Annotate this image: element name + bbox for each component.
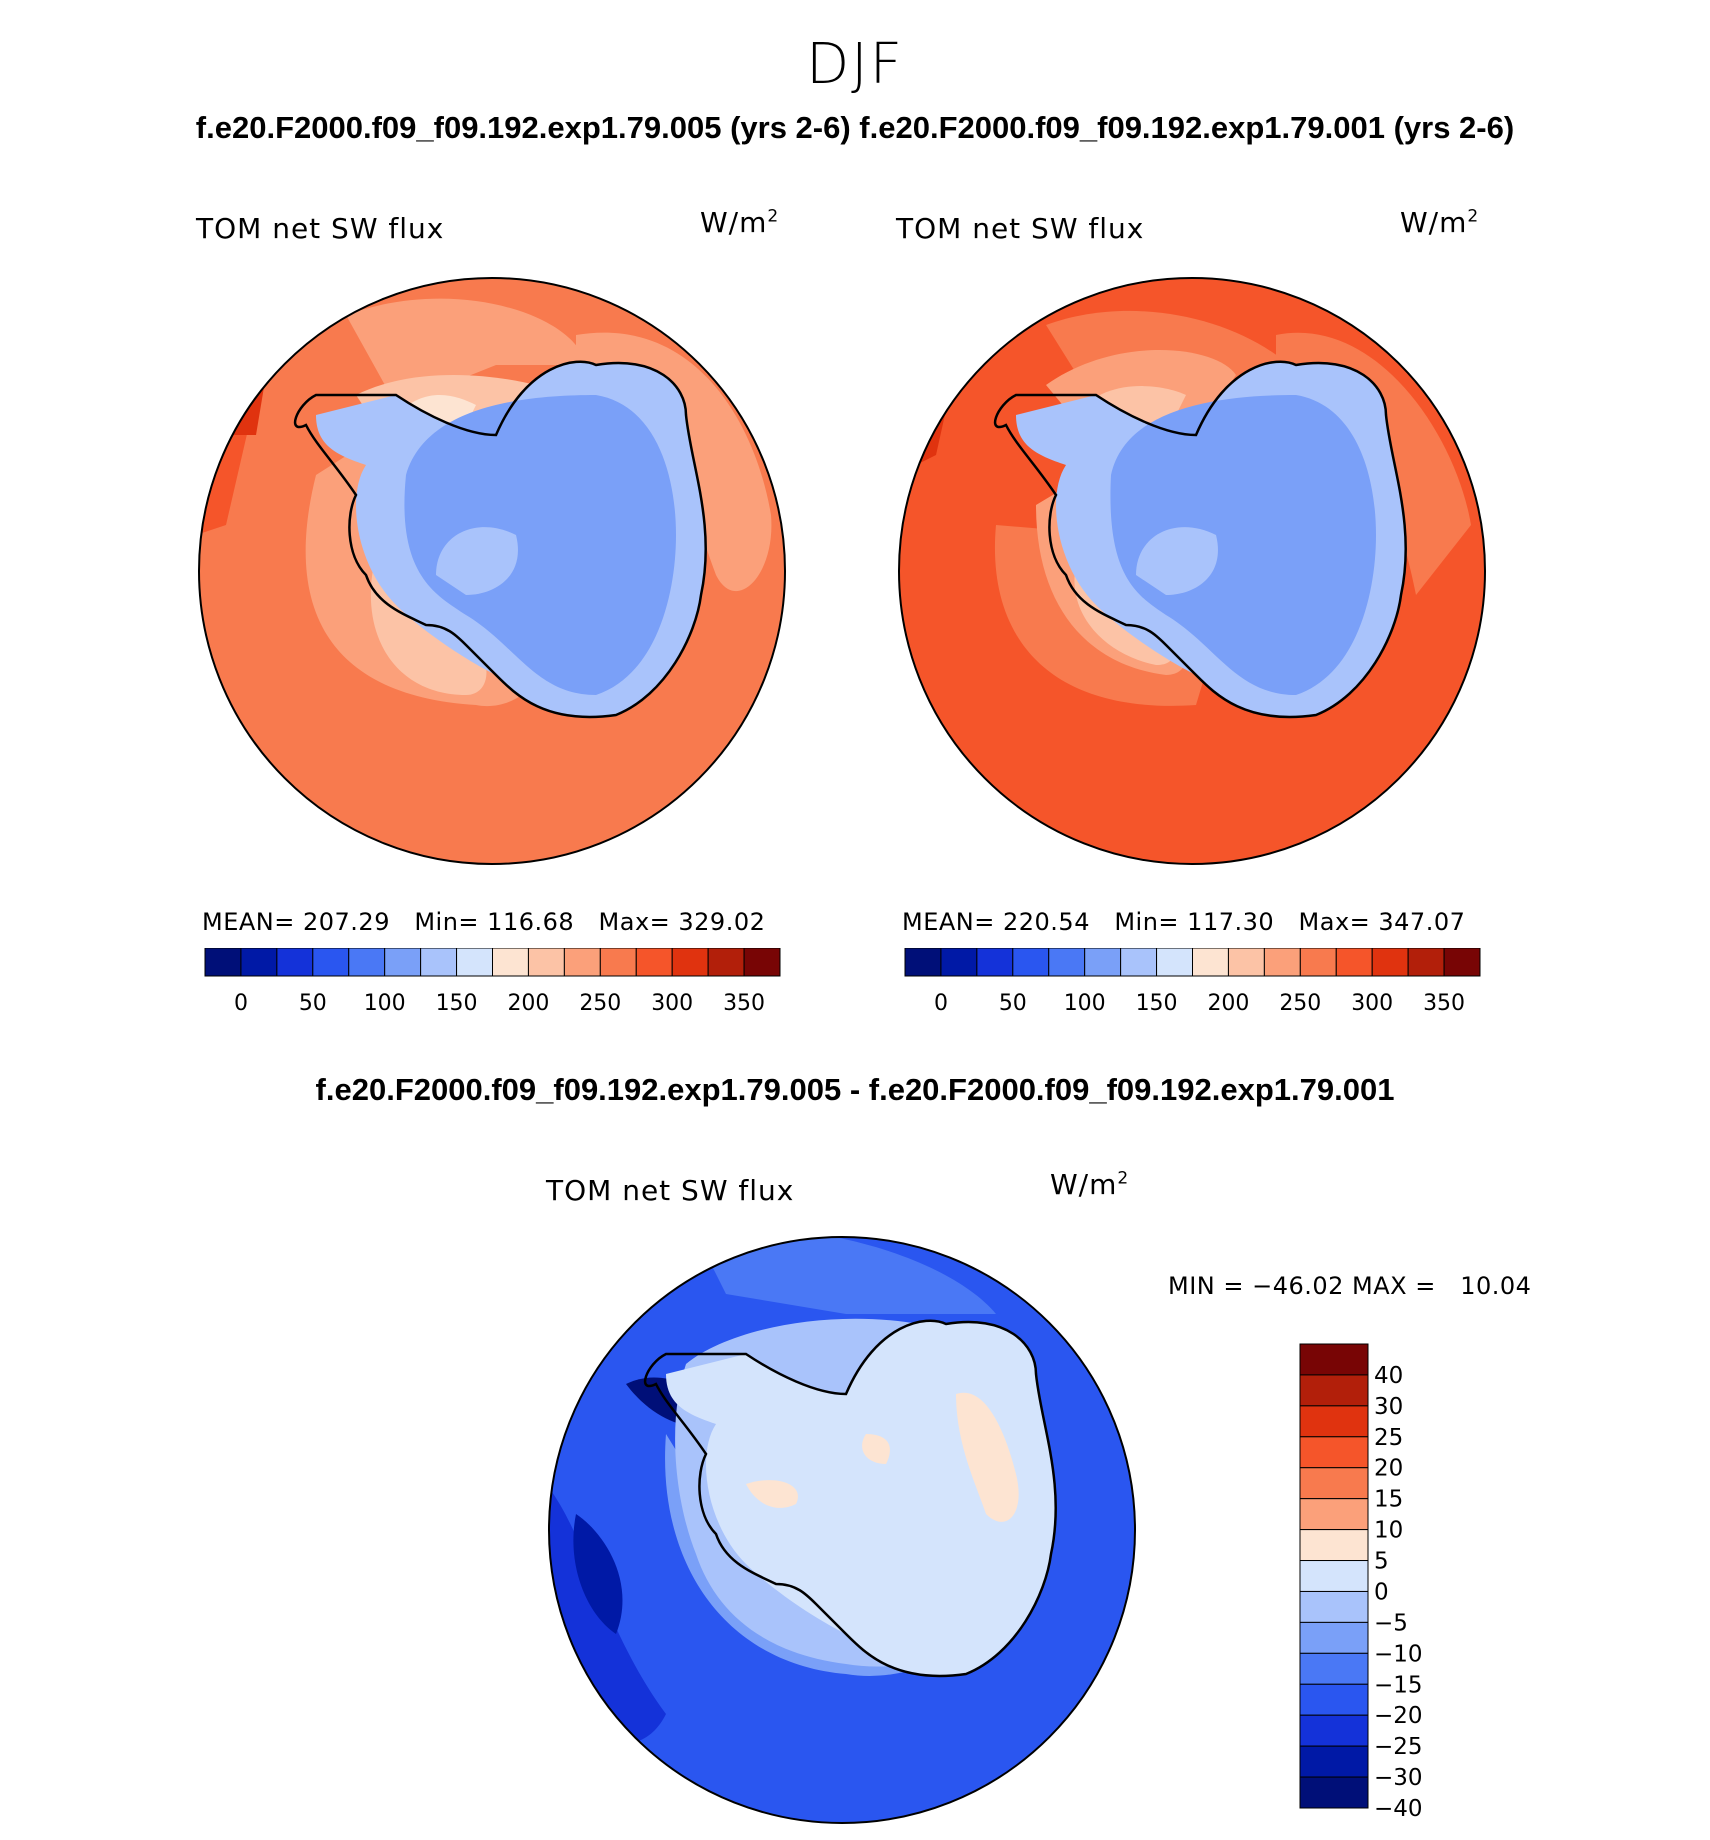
diff-colorbar-label: 0 (1374, 1579, 1389, 1605)
case1-colorbar-swatch (527, 948, 565, 977)
case1-colorbar-swatch (240, 948, 278, 977)
diff-title: f.e20.F2000.f09_f09.192.exp1.79.005 - f.… (315, 1072, 1395, 1107)
diff-colorbar: 40 30 25 20 15 10 5 0 −5 −10 −15 −20 −25 −30 −40 (1299, 1343, 1423, 1822)
case2-colorbar-label: 100 (1064, 991, 1106, 1016)
case2-colorbar-label: 300 (1351, 991, 1393, 1016)
case1-colorbar-label: 250 (579, 991, 621, 1016)
diff-units: W/m2 (1050, 1168, 1130, 1201)
diff-colorbar-label: −15 (1374, 1672, 1423, 1698)
case2-colorbar-swatch (1299, 948, 1337, 977)
case1-colorbar-label: 200 (507, 991, 549, 1016)
diff-colorbar-label: 30 (1374, 1394, 1403, 1420)
diff-colorbar-swatch (1299, 1374, 1369, 1407)
diff-colorbar-swatch (1299, 1436, 1369, 1469)
diff-colorbar-label: −10 (1374, 1641, 1423, 1667)
diff-colorbar-swatch (1299, 1621, 1369, 1654)
diff-colorbar-label: −5 (1374, 1610, 1408, 1636)
case2-colorbar: 0 50 100 150 200 250 300 350 (904, 948, 1481, 1016)
diff-colorbar-swatch (1299, 1498, 1369, 1531)
diff-colorbar-swatch (1299, 1652, 1369, 1685)
diff-colorbar-swatch (1299, 1714, 1369, 1747)
case2-colorbar-label: 250 (1279, 991, 1321, 1016)
case2-map (898, 277, 1486, 865)
case2-colorbar-label: 200 (1207, 991, 1249, 1016)
diff-colorbar-label: −30 (1374, 1765, 1423, 1791)
diff-colorbar-swatch (1299, 1683, 1369, 1716)
diff-plot-title: TOM net SW flux (546, 1174, 795, 1207)
case1-colorbar-swatch (743, 948, 781, 977)
case2-colorbar-swatch (1192, 948, 1229, 977)
case2-colorbar-swatch (1371, 948, 1409, 977)
diff-colorbar-label: 10 (1374, 1518, 1403, 1544)
case2-colorbar-swatch (976, 948, 1014, 977)
case1-colorbar-swatch (204, 948, 242, 977)
case1-plot-title: TOM net SW flux (196, 212, 445, 245)
case2-colorbar-swatch (1084, 948, 1122, 977)
case1-colorbar-label: 50 (299, 991, 327, 1016)
diff-colorbar-label: 5 (1374, 1549, 1389, 1575)
diff-colorbar-swatch (1299, 1745, 1369, 1778)
case-titles: f.e20.F2000.f09_f09.192.exp1.79.005 (yrs… (195, 110, 1515, 145)
case2-colorbar-swatch (1263, 948, 1301, 977)
case2-colorbar-label: 150 (1136, 991, 1178, 1016)
case2-colorbar-swatch (1120, 948, 1158, 977)
case1-colorbar-label: 150 (436, 991, 478, 1016)
case1-colorbar-swatch (384, 948, 422, 977)
season-title: DJF (806, 32, 904, 97)
diff-map (548, 1236, 1136, 1824)
diff-colorbar-swatch (1299, 1529, 1369, 1562)
case1-colorbar: 0 50 100 150 200 250 300 350 (204, 948, 781, 1016)
case2-colorbar-swatch (940, 948, 978, 977)
case1-colorbar-swatch (492, 948, 529, 977)
case1-colorbar-swatch (456, 948, 493, 977)
case1-colorbar-swatch (563, 948, 601, 977)
diff-stats: MIN = −46.02 MAX = 10.04 (1168, 1272, 1532, 1300)
case1-colorbar-label: 100 (364, 991, 406, 1016)
diff-colorbar-label: −25 (1374, 1734, 1423, 1760)
diff-colorbar-label: 15 (1374, 1487, 1403, 1513)
case1-units: W/m2 (700, 206, 780, 239)
diff-colorbar-label: 25 (1374, 1425, 1403, 1451)
diff-colorbar-label: −40 (1374, 1796, 1423, 1822)
diff-colorbar-label: 40 (1374, 1363, 1403, 1389)
case1-colorbar-label: 350 (723, 991, 765, 1016)
case2-colorbar-label: 50 (999, 991, 1027, 1016)
diff-colorbar-label: −20 (1374, 1703, 1423, 1729)
case1-colorbar-swatch (707, 948, 745, 977)
case2-colorbar-swatch (1407, 948, 1445, 977)
case2-colorbar-label: 0 (934, 991, 948, 1016)
case2-stats: MEAN= 220.54 Min= 117.30 Max= 347.07 (902, 908, 1466, 936)
case2-colorbar-swatch (1443, 948, 1481, 977)
case1-map (198, 277, 786, 865)
case2-colorbar-swatch (904, 948, 942, 977)
case1-colorbar-swatch (599, 948, 637, 977)
case1-stats: MEAN= 207.29 Min= 116.68 Max= 329.02 (202, 908, 766, 936)
case1-colorbar-swatch (420, 948, 458, 977)
case2-colorbar-swatch (1227, 948, 1265, 977)
case1-colorbar-label: 0 (234, 991, 248, 1016)
diff-colorbar-swatch (1299, 1590, 1369, 1623)
case1-colorbar-swatch (312, 948, 350, 977)
diff-colorbar-swatch (1299, 1405, 1369, 1438)
diff-colorbar-swatch (1299, 1560, 1369, 1592)
case2-units: W/m2 (1400, 206, 1480, 239)
case2-plot-title: TOM net SW flux (896, 212, 1145, 245)
case2-colorbar-swatch (1012, 948, 1050, 977)
diff-colorbar-swatch (1299, 1776, 1369, 1809)
case2-colorbar-swatch (1156, 948, 1193, 977)
case2-colorbar-swatch (1335, 948, 1373, 977)
diff-colorbar-swatch (1299, 1467, 1369, 1500)
case2-colorbar-swatch (1048, 948, 1086, 977)
case1-colorbar-label: 300 (651, 991, 693, 1016)
case1-colorbar-swatch (635, 948, 673, 977)
case2-colorbar-label: 350 (1423, 991, 1465, 1016)
case1-colorbar-swatch (671, 948, 709, 977)
diff-colorbar-swatch (1299, 1343, 1369, 1376)
case1-colorbar-swatch (348, 948, 386, 977)
diff-colorbar-label: 20 (1374, 1456, 1403, 1482)
case1-colorbar-swatch (276, 948, 314, 977)
